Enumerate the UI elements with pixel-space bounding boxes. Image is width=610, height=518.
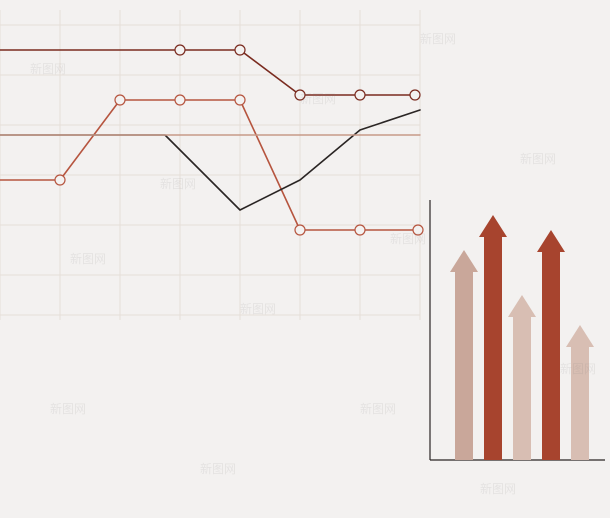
marker-series-a <box>355 90 365 100</box>
arrow-chart <box>430 200 605 460</box>
arrow-bar-2 <box>513 317 531 460</box>
arrow-head-1 <box>479 215 507 237</box>
arrow-head-2 <box>508 295 536 317</box>
marker-series-b <box>55 175 65 185</box>
arrow-head-3 <box>537 230 565 252</box>
arrow-bar-4 <box>571 347 589 460</box>
marker-series-b <box>355 225 365 235</box>
marker-series-b <box>175 95 185 105</box>
arrow-head-4 <box>566 325 594 347</box>
chart-svg <box>0 0 610 518</box>
line-series-a <box>0 50 415 95</box>
line-chart-grid <box>0 10 420 320</box>
marker-series-a <box>410 90 420 100</box>
chart-canvas: 新图网新图网新图网新图网新图网新图网新图网新图网新图网新图网新图网新图网新图网 <box>0 0 610 518</box>
arrow-bar-1 <box>484 237 502 460</box>
marker-series-b <box>295 225 305 235</box>
marker-series-a <box>235 45 245 55</box>
marker-series-b <box>235 95 245 105</box>
arrow-head-0 <box>450 250 478 272</box>
line-series-b <box>0 100 418 230</box>
marker-series-a <box>295 90 305 100</box>
marker-series-b <box>413 225 423 235</box>
arrow-bar-0 <box>455 272 473 460</box>
marker-series-a <box>175 45 185 55</box>
arrow-bar-3 <box>542 252 560 460</box>
marker-series-b <box>115 95 125 105</box>
